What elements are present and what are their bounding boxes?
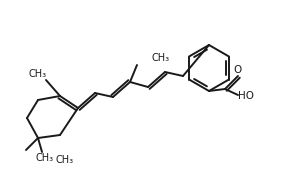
Text: HO: HO xyxy=(238,91,254,101)
Text: CH₃: CH₃ xyxy=(151,53,169,63)
Text: CH₃: CH₃ xyxy=(56,155,74,165)
Text: CH₃: CH₃ xyxy=(35,153,53,163)
Text: CH₃: CH₃ xyxy=(29,69,47,79)
Text: O: O xyxy=(234,65,242,75)
